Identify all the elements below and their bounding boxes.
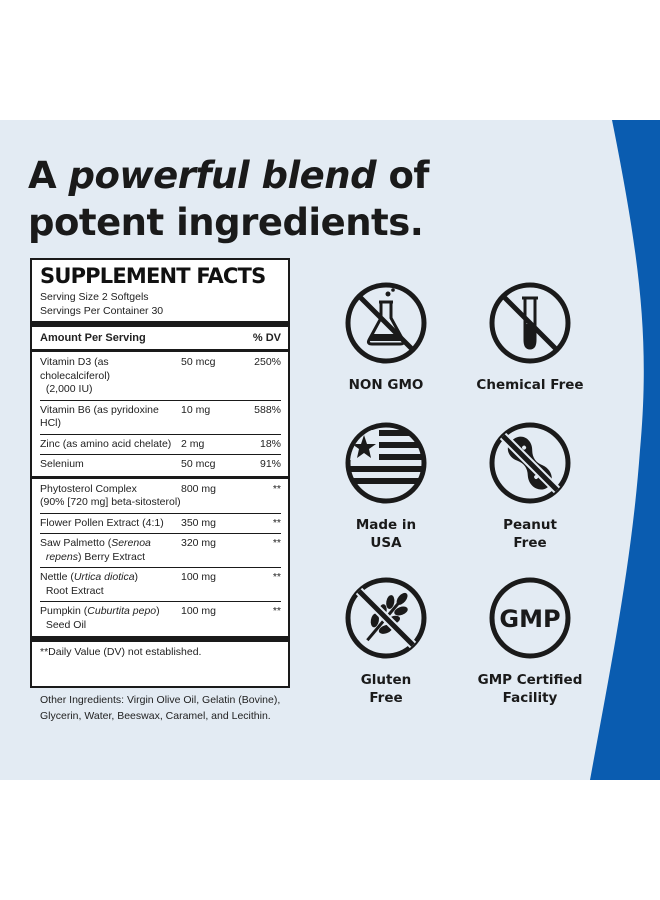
peanut-no-icon: [489, 422, 571, 504]
gmp-icon: GMP: [489, 577, 571, 659]
badge-label: Gluten Free: [360, 672, 412, 706]
wheat-no-icon: [345, 577, 427, 659]
supplement-facts-panel: SUPPLEMENT FACTS Serving Size 2 Softgels…: [30, 258, 290, 688]
headline-line1: A powerful blend of: [28, 154, 429, 197]
servings-per-container: Servings Per Container 30: [40, 305, 164, 317]
facts-row: Vitamin D3 (as cholecalciferol) (2,000 I…: [40, 356, 281, 395]
badge-peanut-free: Peanut Free: [460, 420, 600, 552]
badge-made-in-usa: Made in USA: [316, 420, 456, 552]
badge-label: GMP Certified Facility: [477, 672, 583, 706]
badge-non-gmo: NON GMO: [316, 280, 456, 394]
serving-size: Serving Size 2 Softgels: [40, 291, 149, 303]
flask-no-icon: [345, 282, 427, 364]
badge-label: NON GMO: [348, 377, 424, 393]
facts-row: Phytosterol Complex (90% [720 mg] beta-si…: [40, 482, 281, 509]
badge-label: Chemical Free: [476, 377, 584, 393]
facts-row: Zinc (as amino acid chelate) 2 mg 18%: [40, 437, 281, 450]
facts-row: Nettle (Urtica diotica) Root Extract 100…: [40, 571, 281, 597]
gmp-emblem-text: GMP: [499, 605, 560, 633]
facts-row: Saw Palmetto (Serenoa repens) Berry Extr…: [40, 537, 281, 563]
usa-flag-icon: [345, 422, 427, 504]
headline-line2: potent ingredients.: [28, 201, 424, 244]
badge-chemical-free: Chemical Free: [460, 280, 600, 394]
badge-gmp-certified: GMP GMP Certified Facility: [460, 575, 600, 707]
facts-title: SUPPLEMENT FACTS: [40, 264, 266, 288]
facts-row: Flower Pollen Extract (4:1) 350 mg **: [40, 516, 281, 529]
badge-label: Peanut Free: [503, 517, 557, 551]
headline: A powerful blend of potent ingredients.: [28, 152, 429, 246]
facts-header: Amount Per Serving % DV: [40, 332, 281, 344]
facts-row: Pumpkin (Cuburtita pepo) Seed Oil 100 mg…: [40, 605, 281, 631]
product-panel: A powerful blend of potent ingredients. …: [0, 120, 660, 780]
test-tube-no-icon: [489, 282, 571, 364]
facts-row: Vitamin B6 (as pyridoxine HCl) 10 mg 588…: [40, 403, 281, 430]
badge-label: Made in USA: [355, 517, 417, 551]
badge-gluten-free: Gluten Free: [316, 575, 456, 707]
other-ingredients: Other Ingredients: Virgin Olive Oil, Gel…: [40, 694, 281, 722]
blue-wave-decoration: [590, 120, 660, 780]
facts-footnote: **Daily Value (DV) not established.: [40, 646, 202, 658]
facts-row: Selenium 50 mcg 91%: [40, 458, 281, 470]
